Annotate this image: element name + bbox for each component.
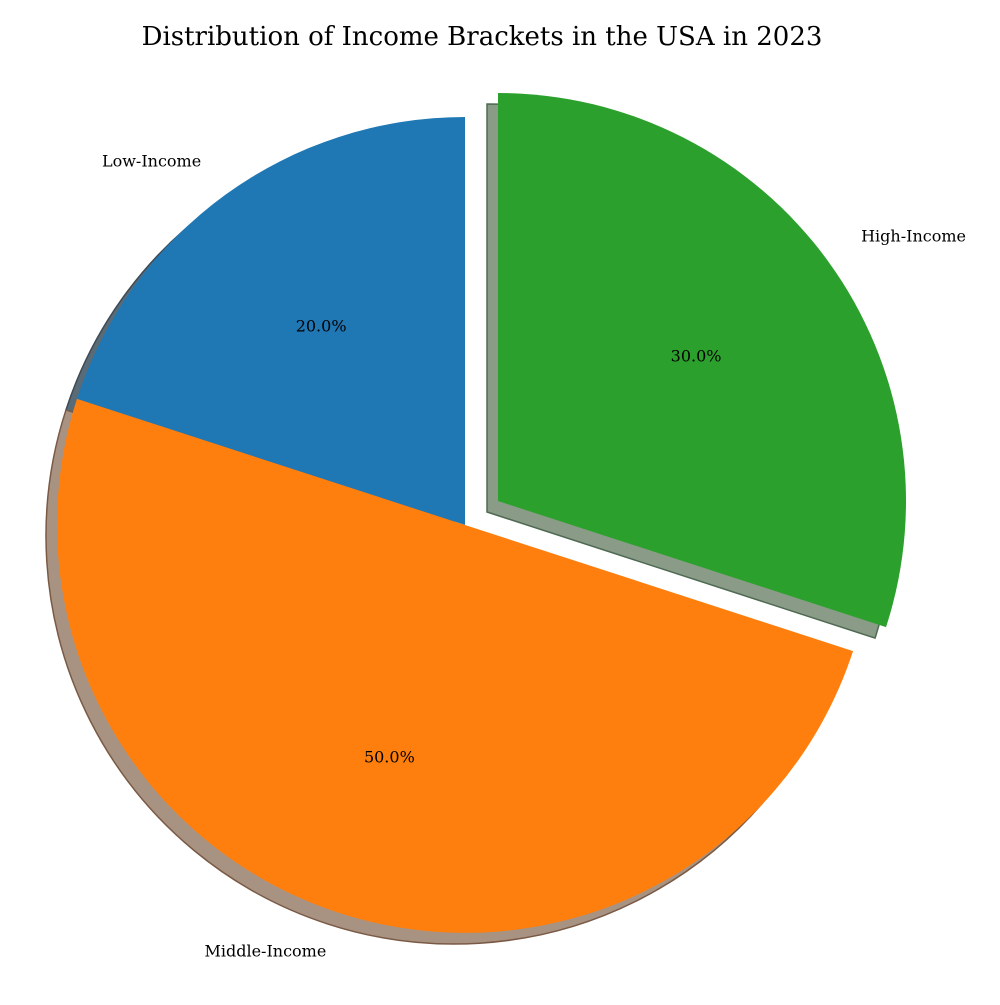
slice-label-high-income: High-Income — [861, 227, 966, 246]
chart-title: Distribution of Income Brackets in the U… — [142, 22, 823, 52]
slice-label-low-income: Low-Income — [102, 151, 201, 170]
percent-label-high-income: 30.0% — [671, 347, 722, 366]
pie-slice-middle-income — [57, 398, 854, 933]
slice-label-middle-income: Middle-Income — [204, 941, 326, 960]
percent-label-middle-income: 50.0% — [364, 747, 415, 766]
pie-slice-high-income — [498, 93, 907, 628]
slice-layer — [57, 93, 907, 933]
label-layer: Low-Income 20.0% Middle-Income 50.0% High-In… — [102, 151, 966, 960]
pie-slice-low-income — [76, 117, 466, 525]
percent-label-low-income: 20.0% — [296, 316, 347, 335]
